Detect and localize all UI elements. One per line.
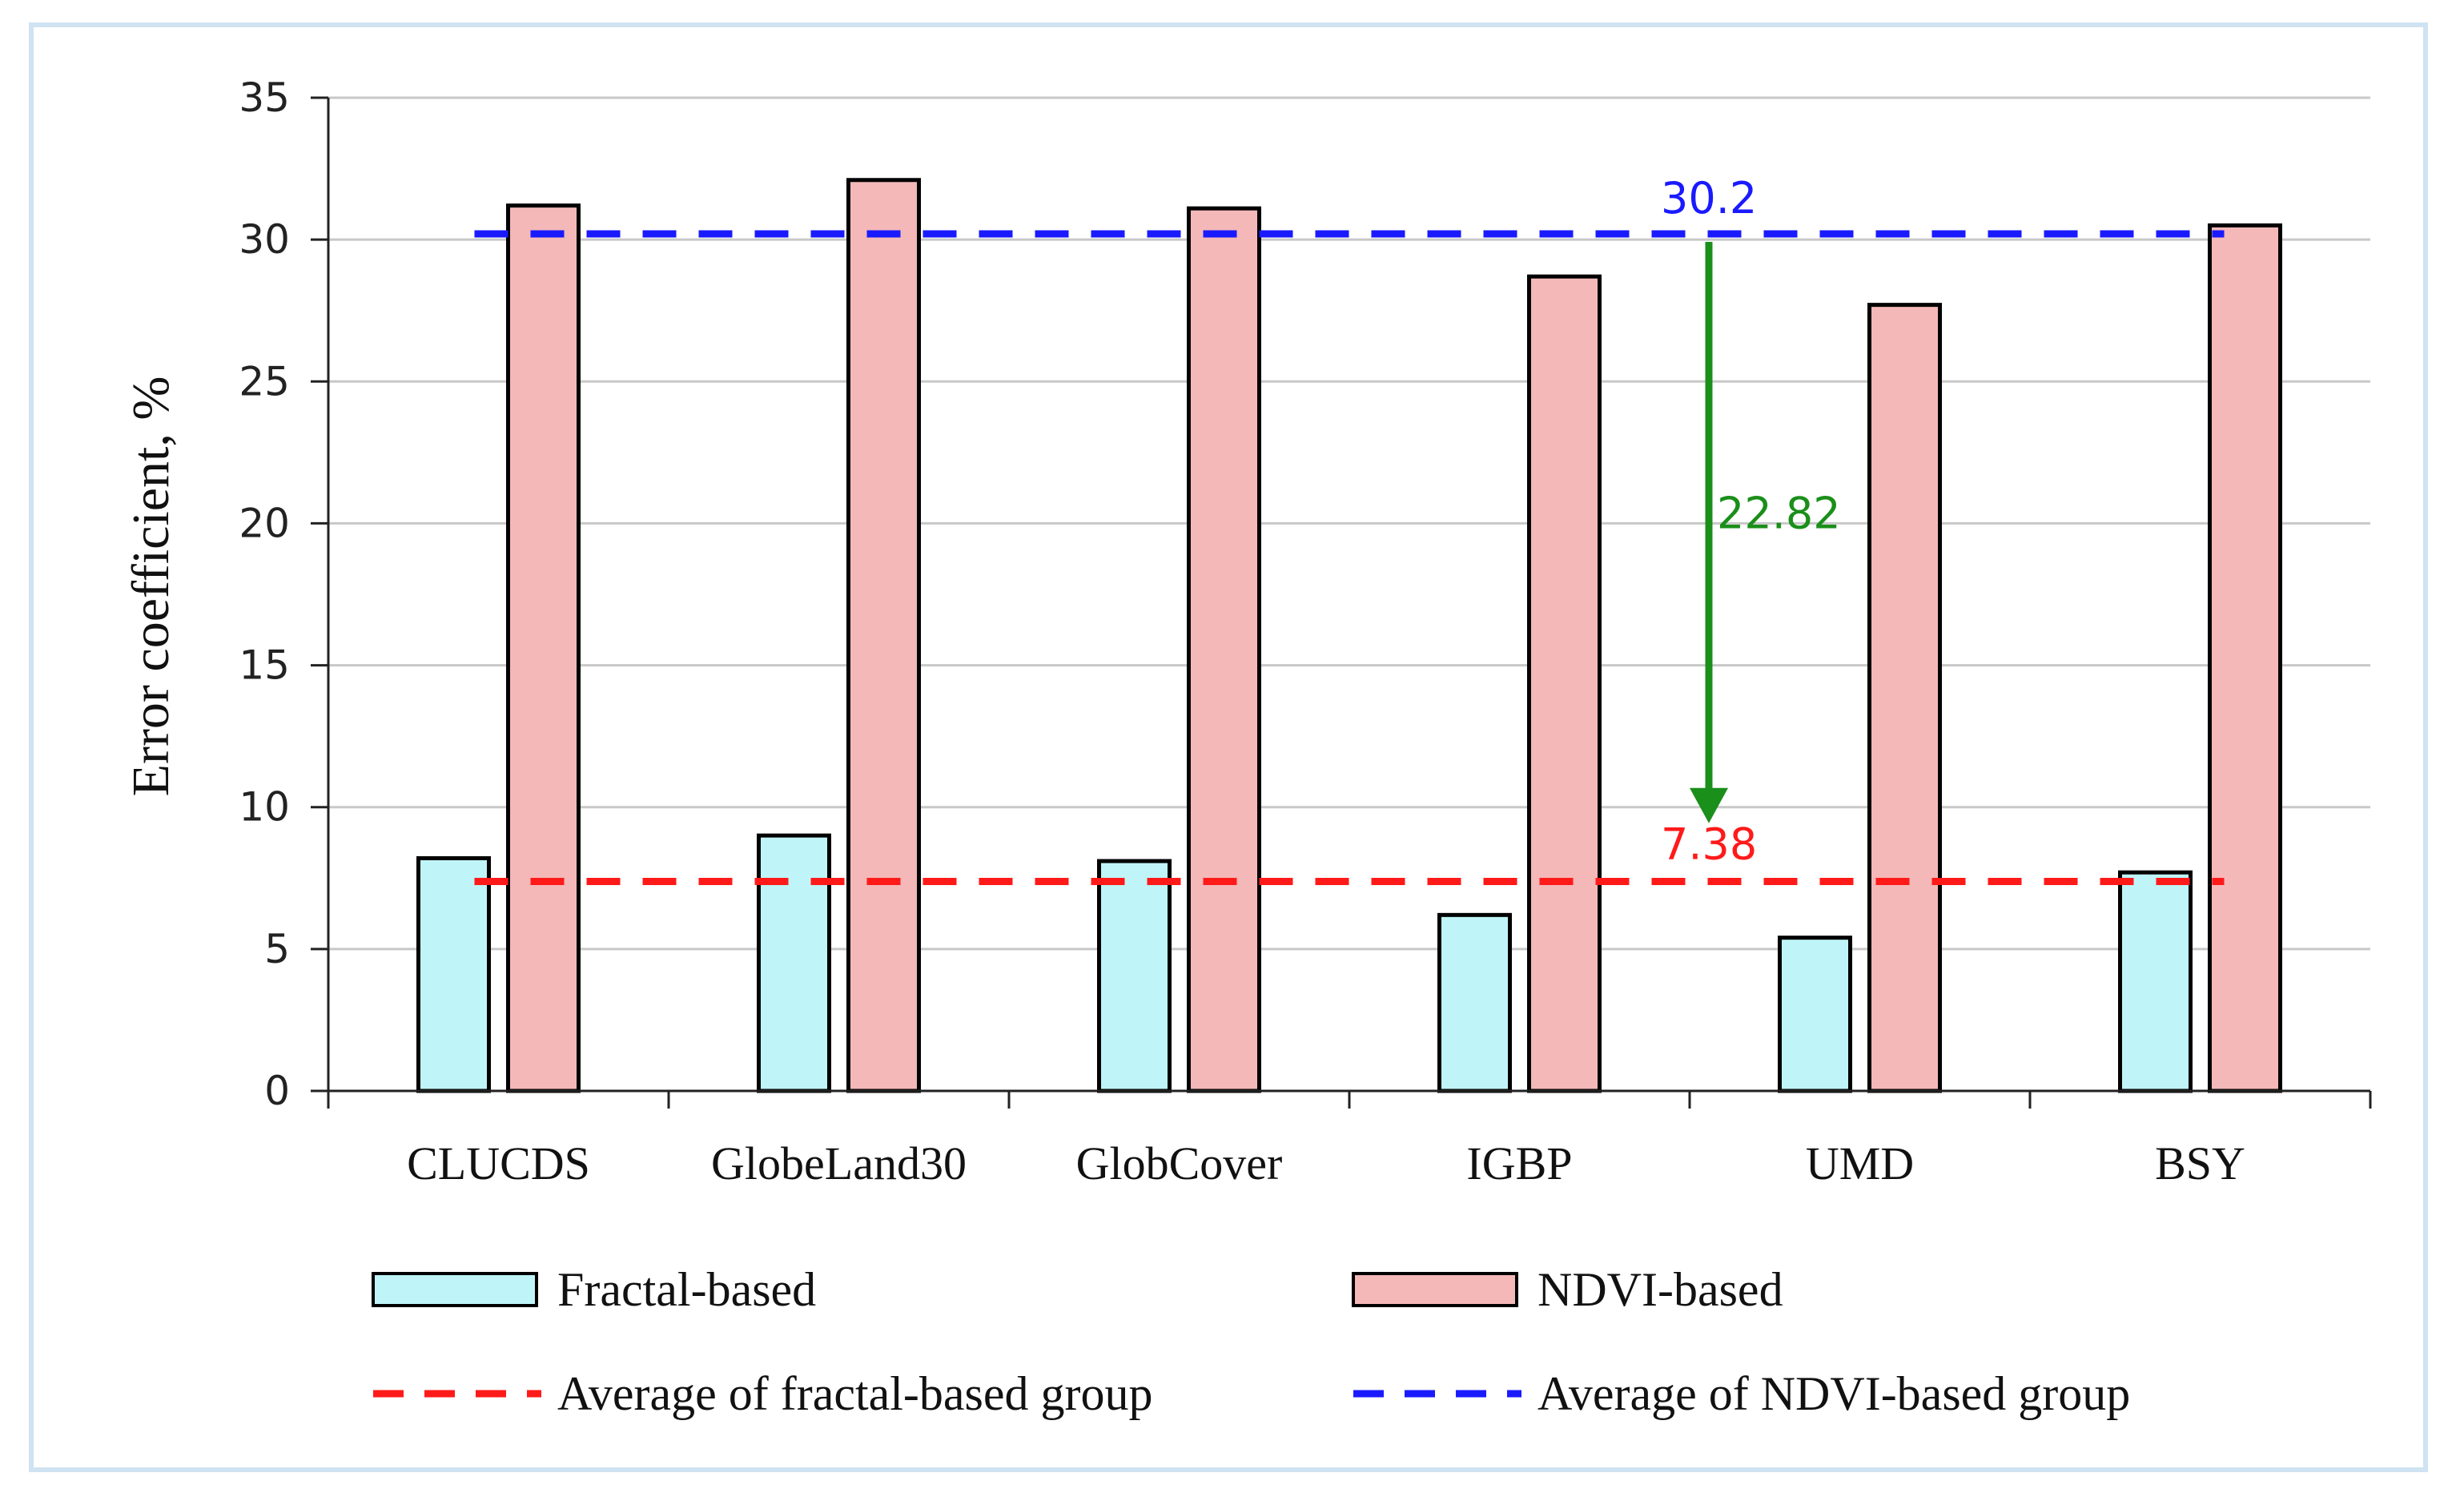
x-tick-label: BSY <box>2155 1137 2245 1189</box>
y-tick-label: 25 <box>239 358 290 404</box>
legend-label-ndvi: NDVI-based <box>1537 1263 1783 1316</box>
bar-fractal-bsy <box>2118 870 2193 1093</box>
bar-ndvi-bsy <box>2208 223 2282 1093</box>
bar-fractal-globeland30 <box>757 833 831 1093</box>
ndvi-average-value: 30.2 <box>1661 173 1757 223</box>
x-tick-label: CLUCDS <box>407 1137 590 1189</box>
axes: 0 5 10 15 20 25 30 35 CLUCDS GlobeLand30 GlobCover… <box>122 74 2372 1189</box>
difference-value: 22.82 <box>1717 488 1841 538</box>
fractal-average-value: 7.38 <box>1661 819 1757 870</box>
y-tick-label: 20 <box>239 500 290 546</box>
bar-fractal-igbp <box>1437 912 1512 1093</box>
y-tick-label: 30 <box>239 216 290 263</box>
bar-ndvi-igbp <box>1527 274 1602 1093</box>
x-tick-label: GlobeLand30 <box>711 1137 967 1189</box>
legend-label-fractal-average: Average of fractal-based group <box>557 1367 1153 1420</box>
y-tick-label: 5 <box>264 926 290 972</box>
bar-fractal-clucds <box>416 855 491 1093</box>
bar-fractal-globcover <box>1097 859 1172 1093</box>
y-tick-label: 0 <box>264 1068 290 1114</box>
gridlines <box>328 96 2370 951</box>
bar-ndvi-globeland30 <box>846 178 921 1093</box>
legend-label-ndvi-average: Average of NDVI-based group <box>1537 1367 2130 1420</box>
bar-ndvi-clucds <box>506 203 581 1093</box>
x-tick-label: GlobCover <box>1076 1137 1283 1189</box>
bars <box>416 178 2282 1093</box>
legend: Fractal-based NDVI-based Average of fracta… <box>372 1263 2130 1420</box>
y-tick-label: 15 <box>239 642 290 689</box>
x-tick-label: UMD <box>1806 1137 1914 1189</box>
bar-ndvi-globcover <box>1187 206 1261 1093</box>
reference-lines <box>474 230 2225 886</box>
legend-label-fractal: Fractal-based <box>557 1263 816 1316</box>
bar-fractal-umd <box>1778 936 1852 1093</box>
legend-swatch-ndvi <box>1352 1272 1518 1307</box>
annotations: 30.2 7.38 22.82 <box>1661 173 1841 869</box>
y-tick-label: 35 <box>239 74 290 121</box>
y-tick-label: 10 <box>239 784 290 831</box>
bar-ndvi-umd <box>1867 303 1942 1093</box>
legend-swatch-fractal <box>372 1272 538 1307</box>
y-axis-title: Error coefficient, % <box>122 376 180 797</box>
difference-arrow-head <box>1690 787 1728 823</box>
x-tick-label: IGBP <box>1466 1137 1572 1189</box>
